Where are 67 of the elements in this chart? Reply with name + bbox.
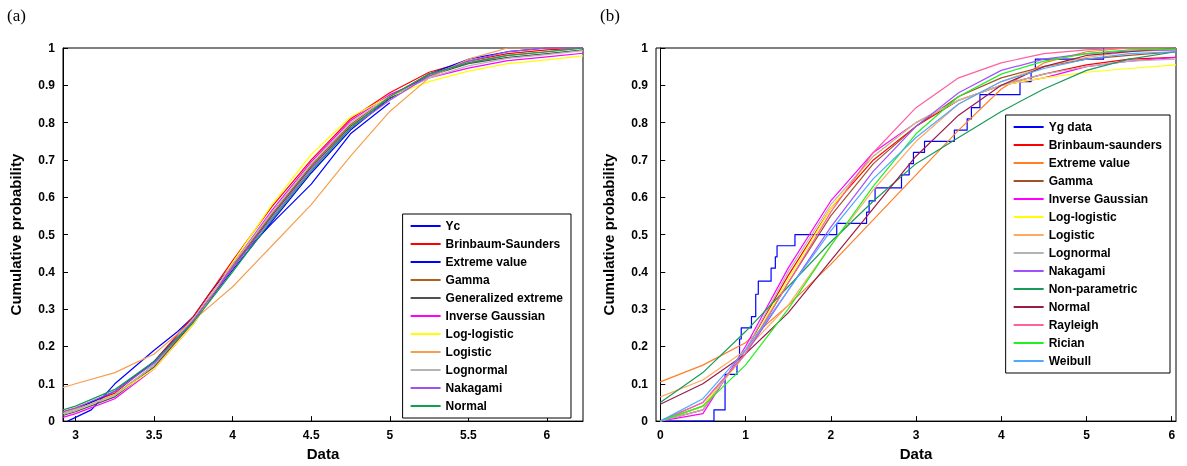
x-tick-label: 4: [229, 428, 237, 443]
y-axis-title: Cumulative probability: [7, 153, 24, 316]
chart-title: (a): [7, 6, 26, 25]
x-axis-title: Data: [899, 445, 933, 462]
x-tick-label: 5.5: [459, 428, 477, 443]
y-tick-label: 0.7: [631, 152, 649, 167]
y-tick-label: 0.4: [631, 264, 649, 279]
legend-label: Logistic: [1048, 228, 1095, 242]
legend-label: Rayleigh: [1048, 318, 1099, 332]
x-tick-label: 0: [656, 428, 664, 443]
x-tick-label: 5: [386, 428, 394, 443]
y-tick-label: 0.1: [631, 376, 649, 391]
y-tick-label: 0.8: [38, 115, 56, 130]
y-tick-label: 0.7: [38, 152, 56, 167]
legend-label: Weibull: [1048, 354, 1092, 368]
y-tick-label: 0.3: [38, 302, 56, 317]
y-tick-label: 0.2: [38, 339, 56, 354]
y-tick-label: 0.8: [631, 115, 649, 130]
legend-label: Brinbaum-Saunders: [445, 237, 561, 251]
x-tick-label: 4.5: [302, 428, 320, 443]
y-tick-label: 0: [48, 414, 56, 429]
x-tick-label: 1: [742, 428, 750, 443]
x-tick-label: 3: [72, 428, 80, 443]
legend-label: Nakagami: [445, 381, 503, 395]
y-tick-label: 0.3: [631, 302, 649, 317]
y-tick-label: 0.6: [631, 190, 649, 205]
y-tick-label: 0.9: [38, 78, 56, 93]
legend-label: Log-logistic: [445, 327, 514, 341]
y-tick-label: 0: [641, 414, 649, 429]
y-tick-label: 0.5: [38, 227, 56, 242]
legend-label: Yc: [445, 219, 461, 233]
legend-label: Brinbaum-saunders: [1048, 138, 1163, 152]
x-tick-label: 5: [1083, 428, 1091, 443]
legend-label: Extreme value: [445, 255, 528, 269]
legend-label: Nakagami: [1048, 264, 1106, 278]
y-tick-label: 1: [48, 41, 56, 55]
legend-label: Normal: [1048, 300, 1090, 314]
x-tick-label: 6: [1168, 428, 1176, 443]
legend-label: Generalized extreme: [445, 291, 564, 305]
legend-label: Extreme value: [1048, 156, 1131, 170]
legend-label: Yg data: [1048, 120, 1093, 134]
legend-label: Gamma: [445, 273, 490, 287]
legend-label: Log-logistic: [1048, 210, 1117, 224]
legend-label: Rician: [1048, 336, 1085, 350]
legend-label: Non-parametric: [1048, 282, 1138, 296]
legend-label: Gamma: [1048, 174, 1093, 188]
legend-label: Inverse Gaussian: [1048, 192, 1149, 206]
y-tick-label: 0.1: [38, 376, 56, 391]
x-tick-label: 4: [997, 428, 1005, 443]
legend-label: Logistic: [445, 345, 492, 359]
legend-label: Lognormal: [1048, 246, 1111, 260]
x-tick-label: 6: [543, 428, 551, 443]
legend-label: Normal: [445, 399, 487, 413]
legend-label: Lognormal: [445, 363, 508, 377]
x-axis-title: Data: [306, 445, 340, 462]
legend-label: Inverse Gaussian: [445, 309, 545, 323]
y-tick-label: 0.9: [631, 78, 649, 93]
y-tick-label: 0.6: [38, 190, 56, 205]
x-tick-label: 2: [827, 428, 835, 443]
y-axis-title: Cumulative probability: [600, 153, 617, 316]
y-tick-label: 0.2: [631, 339, 649, 354]
y-tick-label: 1: [641, 41, 649, 55]
x-tick-label: 3.5: [145, 428, 163, 443]
y-tick-label: 0.4: [38, 264, 56, 279]
y-tick-label: 0.5: [631, 227, 649, 242]
x-tick-label: 3: [912, 428, 920, 443]
chart-title: (b): [600, 6, 620, 25]
